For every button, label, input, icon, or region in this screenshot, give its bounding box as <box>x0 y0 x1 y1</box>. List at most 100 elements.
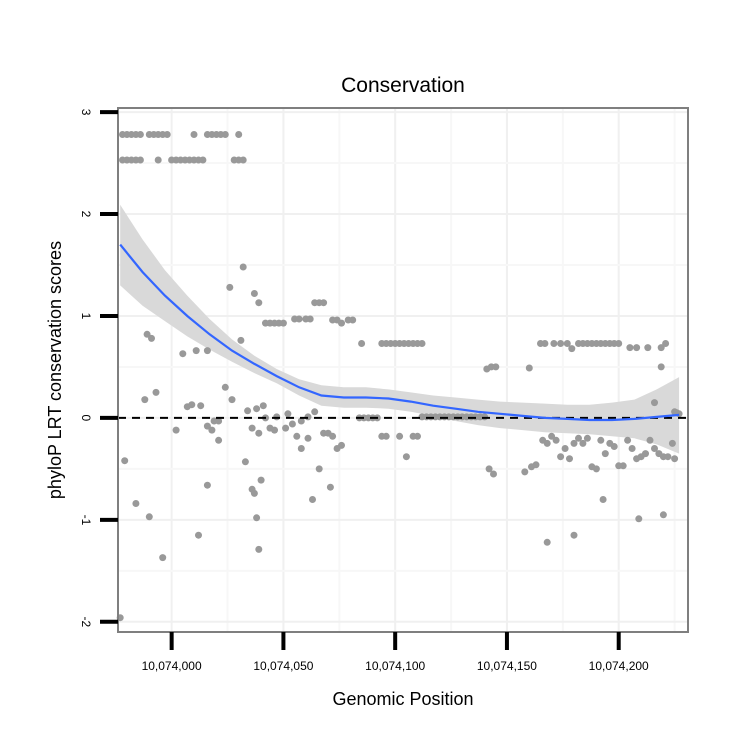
data-point <box>159 554 167 562</box>
data-point <box>273 413 281 421</box>
data-point <box>570 439 578 447</box>
data-point <box>662 340 670 347</box>
data-point <box>543 538 551 546</box>
data-point <box>485 465 493 473</box>
confidence-ribbon-group <box>120 204 680 454</box>
data-point <box>228 396 236 404</box>
data-point <box>532 461 540 469</box>
data-point <box>239 156 247 164</box>
data-point <box>557 453 565 461</box>
y-tick-label: 2 <box>79 211 93 218</box>
x-tick-label: 10,074,150 <box>477 659 537 673</box>
data-point <box>235 131 243 138</box>
data-point <box>597 436 605 444</box>
data-point <box>644 344 652 352</box>
data-point <box>188 401 196 409</box>
data-point <box>414 432 421 440</box>
data-point <box>304 434 312 442</box>
data-point <box>601 450 609 458</box>
data-point <box>215 436 223 444</box>
data-point <box>279 319 287 327</box>
data-point <box>297 417 305 425</box>
data-point <box>244 407 252 415</box>
data-point <box>671 455 679 463</box>
data-point <box>657 363 665 371</box>
data-point <box>338 319 345 327</box>
data-point <box>293 432 301 440</box>
data-point <box>592 465 600 473</box>
smooth-line <box>119 243 680 422</box>
data-point <box>215 417 223 425</box>
data-point <box>349 316 357 324</box>
y-tick-label: 1 <box>79 313 93 320</box>
chart-title: Conservation <box>341 74 465 97</box>
data-point <box>163 131 171 138</box>
data-point <box>651 399 658 407</box>
data-point <box>259 402 267 410</box>
data-point <box>203 481 211 489</box>
data-point <box>288 420 296 428</box>
data-point <box>557 340 565 347</box>
data-point <box>543 439 551 447</box>
data-point <box>295 315 303 323</box>
data-point <box>172 426 180 434</box>
data-point <box>651 445 658 452</box>
data-point <box>253 405 261 413</box>
data-point <box>154 156 162 164</box>
data-point <box>635 515 643 523</box>
data-point <box>195 531 202 539</box>
y-tick-label: -2 <box>79 616 93 627</box>
data-point <box>626 344 634 352</box>
x-axis-label: Genomic Position <box>332 689 473 709</box>
data-point <box>208 426 216 434</box>
data-point <box>599 496 607 503</box>
y-tick-label: -1 <box>79 515 93 526</box>
data-point <box>197 402 205 410</box>
data-point <box>642 450 649 458</box>
data-point <box>271 426 278 434</box>
data-point <box>492 363 500 371</box>
data-point <box>525 364 533 372</box>
data-point <box>675 410 683 418</box>
data-point <box>136 131 144 138</box>
data-point <box>239 263 247 271</box>
data-point <box>610 443 618 450</box>
grid <box>118 108 688 632</box>
data-point <box>248 424 256 432</box>
data-point <box>579 439 587 447</box>
data-point <box>255 545 263 553</box>
data-point <box>646 436 654 444</box>
x-tick-label: 10,074,200 <box>589 659 649 673</box>
data-point <box>570 531 578 539</box>
data-points <box>116 131 683 622</box>
data-point <box>326 483 334 491</box>
data-point <box>568 345 576 353</box>
data-point <box>304 413 312 421</box>
data-point <box>253 514 261 522</box>
data-point <box>624 436 632 444</box>
data-point <box>284 410 292 418</box>
data-point <box>583 434 591 442</box>
data-point <box>143 330 151 338</box>
data-point <box>315 465 323 473</box>
data-point <box>490 470 497 478</box>
data-point <box>255 429 263 437</box>
data-point <box>121 457 129 465</box>
data-point <box>418 340 426 347</box>
data-point <box>396 432 404 440</box>
data-point <box>664 453 672 461</box>
data-point <box>282 424 290 432</box>
data-point <box>541 340 549 347</box>
data-point <box>250 290 258 297</box>
data-point <box>338 441 345 449</box>
data-point <box>481 413 489 421</box>
data-point <box>575 434 582 442</box>
data-point <box>382 432 390 440</box>
y-axis-label: phyloP LRT conservation scores <box>45 241 65 499</box>
y-tick-label: 0 <box>79 415 93 422</box>
x-tick-label: 10,074,000 <box>142 659 202 673</box>
data-point <box>358 340 366 347</box>
x-axis: 10,074,000 10,074,050 10,074,100 10,074,150… <box>142 632 649 673</box>
data-point <box>221 383 229 391</box>
data-point <box>221 131 229 138</box>
